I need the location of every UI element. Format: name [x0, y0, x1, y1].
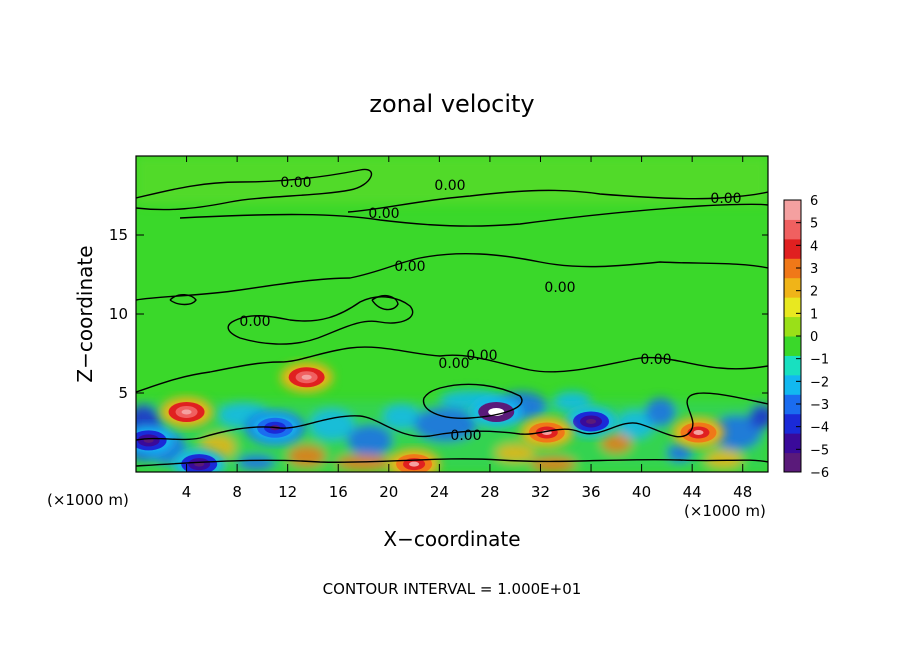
colorbar-cell — [784, 316, 801, 337]
y-tick-label: 15 — [109, 226, 128, 244]
y-axis-ticks: 5 10 15 — [109, 226, 768, 402]
colorbar-cell — [784, 413, 801, 434]
contour-label: 0.00 — [640, 352, 671, 368]
feature-positive-2 — [280, 362, 333, 393]
contour-label: 0.00 — [368, 206, 399, 222]
zero-contour-line-4 — [136, 252, 768, 301]
colorbar-cell — [784, 433, 801, 454]
feature-positive-7 — [672, 417, 725, 448]
zero-contour-line-9 — [169, 294, 197, 306]
feature-positive-8 — [520, 417, 573, 448]
colorbar-cell — [784, 200, 801, 220]
contour-label: 0.00 — [434, 178, 465, 194]
colorbar-ticks: 6 5 4 3 2 1 0 −1 −2 −3 −4 −5 −6 — [796, 194, 829, 481]
feature-negative-9 — [173, 449, 226, 472]
colorbar-tick-label: 3 — [810, 262, 818, 277]
contour-label: 0.00 — [438, 356, 469, 372]
x-unit-label-right: (×1000 m) — [684, 502, 766, 520]
y-axis-label: Z−coordinate — [73, 245, 97, 382]
colorbar-cell — [784, 336, 801, 356]
colorbar-tick-label: −1 — [810, 353, 829, 368]
y-tick-label: 10 — [109, 305, 128, 323]
colorbar-cell — [784, 238, 801, 259]
x-unit-label-left: (×1000 m) — [47, 491, 129, 509]
colorbar-tick-label: −4 — [810, 421, 829, 436]
colorbar-cell — [784, 258, 801, 279]
feature-negative-4 — [565, 406, 618, 437]
zero-contour-line-8 — [422, 383, 523, 419]
zero-contour-line-11 — [136, 458, 768, 467]
contour-label: 0.00 — [544, 280, 575, 296]
x-axis-label: X−coordinate — [383, 527, 520, 551]
x-tick-label: 44 — [683, 483, 702, 501]
zero-contour-line-3 — [179, 203, 768, 227]
contour-label: 0.00 — [710, 191, 741, 207]
colorbar-tick-label: −3 — [810, 398, 829, 413]
zero-contour-line-1 — [136, 168, 373, 211]
x-tick-label: 40 — [632, 483, 651, 501]
colorbar-cells — [784, 200, 801, 473]
feature-positive-10 — [388, 449, 441, 472]
colorbar-cell — [784, 394, 801, 415]
x-tick-label: 32 — [531, 483, 550, 501]
colorbar-cell — [784, 452, 801, 473]
colorbar-tick-label: 6 — [810, 194, 818, 209]
x-axis-ticks: 4 8 12 16 20 24 28 32 36 40 44 48 — [182, 156, 752, 501]
contour-label: 0.00 — [394, 259, 425, 275]
feature-negative-3 — [470, 396, 523, 427]
zero-contour-line-2 — [347, 189, 768, 213]
colorbar-tick-label: −5 — [810, 443, 829, 458]
zero-contour-line-6 — [136, 346, 768, 393]
x-tick-label: 28 — [480, 483, 499, 501]
contour-label: 0.00 — [280, 175, 311, 191]
feature-negative-6 — [136, 425, 175, 456]
contour-labels: 0.00 0.000.000.000.000.000.000.00 0.000.00… — [239, 175, 741, 444]
chart-title: zonal velocity — [369, 90, 534, 118]
x-tick-label: 12 — [278, 483, 297, 501]
colorbar-cell — [784, 297, 801, 318]
velocity-field — [136, 156, 768, 472]
colorbar-tick-label: 2 — [810, 285, 818, 300]
y-tick-label: 5 — [118, 384, 128, 402]
zero-contours — [136, 168, 768, 467]
colorbar-cell — [784, 219, 801, 240]
colorbar-cell — [784, 355, 801, 376]
contour-label: 0.00 — [239, 314, 270, 330]
zero-contour-line-10 — [371, 294, 399, 311]
contour-label: 0.00 — [450, 428, 481, 444]
x-tick-label: 24 — [430, 483, 449, 501]
zero-contour-line-7 — [136, 392, 768, 441]
colorbar-tick-label: −6 — [810, 466, 829, 481]
x-tick-label: 48 — [733, 483, 752, 501]
colorbar-tick-label: 0 — [810, 330, 818, 345]
colorbar-cell — [784, 277, 801, 298]
x-tick-label: 16 — [329, 483, 348, 501]
plot-area: 0.00 0.000.000.000.000.000.000.00 0.000.00… — [109, 155, 769, 501]
colorbar-tick-label: 1 — [810, 307, 818, 322]
field-features — [136, 362, 725, 472]
x-tick-label: 8 — [232, 483, 242, 501]
x-tick-label: 36 — [581, 483, 600, 501]
colorbar: 6 5 4 3 2 1 0 −1 −2 −3 −4 −5 −6 — [783, 194, 829, 481]
contour-label: 0.00 — [466, 348, 497, 364]
x-tick-label: 20 — [379, 483, 398, 501]
colorbar-tick-label: 5 — [810, 217, 818, 232]
contour-interval-footer: CONTOUR INTERVAL = 1.000E+01 — [323, 580, 582, 598]
zero-contour-line-5 — [227, 296, 414, 345]
colorbar-tick-label: 4 — [810, 239, 818, 254]
feature-positive-1 — [160, 396, 213, 427]
x-tick-label: 4 — [182, 483, 192, 501]
colorbar-cell — [784, 374, 801, 395]
colorbar-tick-label: −2 — [810, 375, 829, 390]
